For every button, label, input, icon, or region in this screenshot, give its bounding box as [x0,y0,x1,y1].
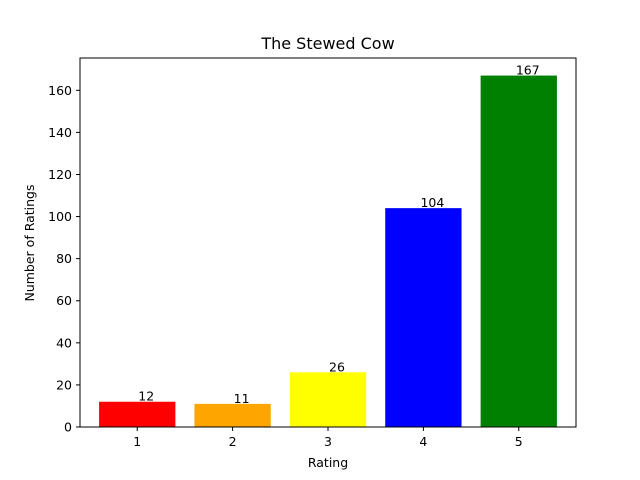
data-label-rating-4: 104 [420,195,444,210]
y-tick-label: 80 [56,251,72,266]
x-axis: 1 2 3 4 5 [133,427,523,449]
x-tick-label: 2 [229,434,237,449]
y-axis-label: Number of Ratings [22,184,37,301]
bars-group [99,75,557,428]
y-tick-label: 160 [48,83,72,98]
data-label-rating-1: 12 [138,389,154,404]
x-tick-label: 3 [324,434,332,449]
data-label-rating-5: 167 [516,63,540,78]
data-label-rating-3: 26 [329,359,345,374]
bar-rating-2 [194,403,271,427]
y-tick-label: 140 [48,125,72,140]
bar-rating-3 [289,372,367,427]
y-tick-label: 120 [48,167,72,182]
plot-area-frame [79,57,577,428]
y-tick-label: 0 [64,420,72,435]
x-axis-label: Rating [308,455,348,470]
y-tick-label: 20 [56,377,72,392]
bar-rating-1 [99,401,176,427]
chart-title: The Stewed Cow [260,34,394,53]
y-axis: 0 20 40 60 80 100 120 140 160 [48,83,80,435]
x-tick-label: 4 [419,434,427,449]
bar-rating-5 [480,75,557,428]
x-tick-label: 1 [133,434,141,449]
data-labels-group: 12 11 26 104 167 [138,63,539,406]
bar-rating-4 [385,208,462,427]
y-tick-label: 40 [56,335,72,350]
x-tick-label: 5 [515,434,523,449]
y-tick-label: 60 [56,293,72,308]
y-tick-label: 100 [48,209,72,224]
data-label-rating-2: 11 [234,391,250,406]
